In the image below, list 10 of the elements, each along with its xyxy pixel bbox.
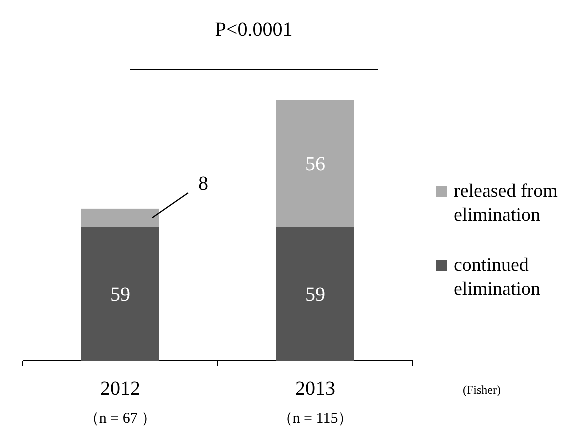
text: P<0.0001 — [215, 19, 293, 41]
data-label: 59 — [306, 284, 326, 306]
legend-label: released from elimination — [454, 181, 558, 226]
data-label: 56 — [306, 154, 326, 176]
x-tick-label: 2012 （n = 67 ） — [84, 378, 157, 427]
legend-label: continued elimination — [454, 255, 542, 300]
text: (Fisher) — [463, 383, 501, 397]
data-label: 59 — [110, 284, 130, 306]
x-tick-label: 2013 （n = 115） — [278, 378, 354, 427]
data-label: 8 — [198, 173, 208, 196]
